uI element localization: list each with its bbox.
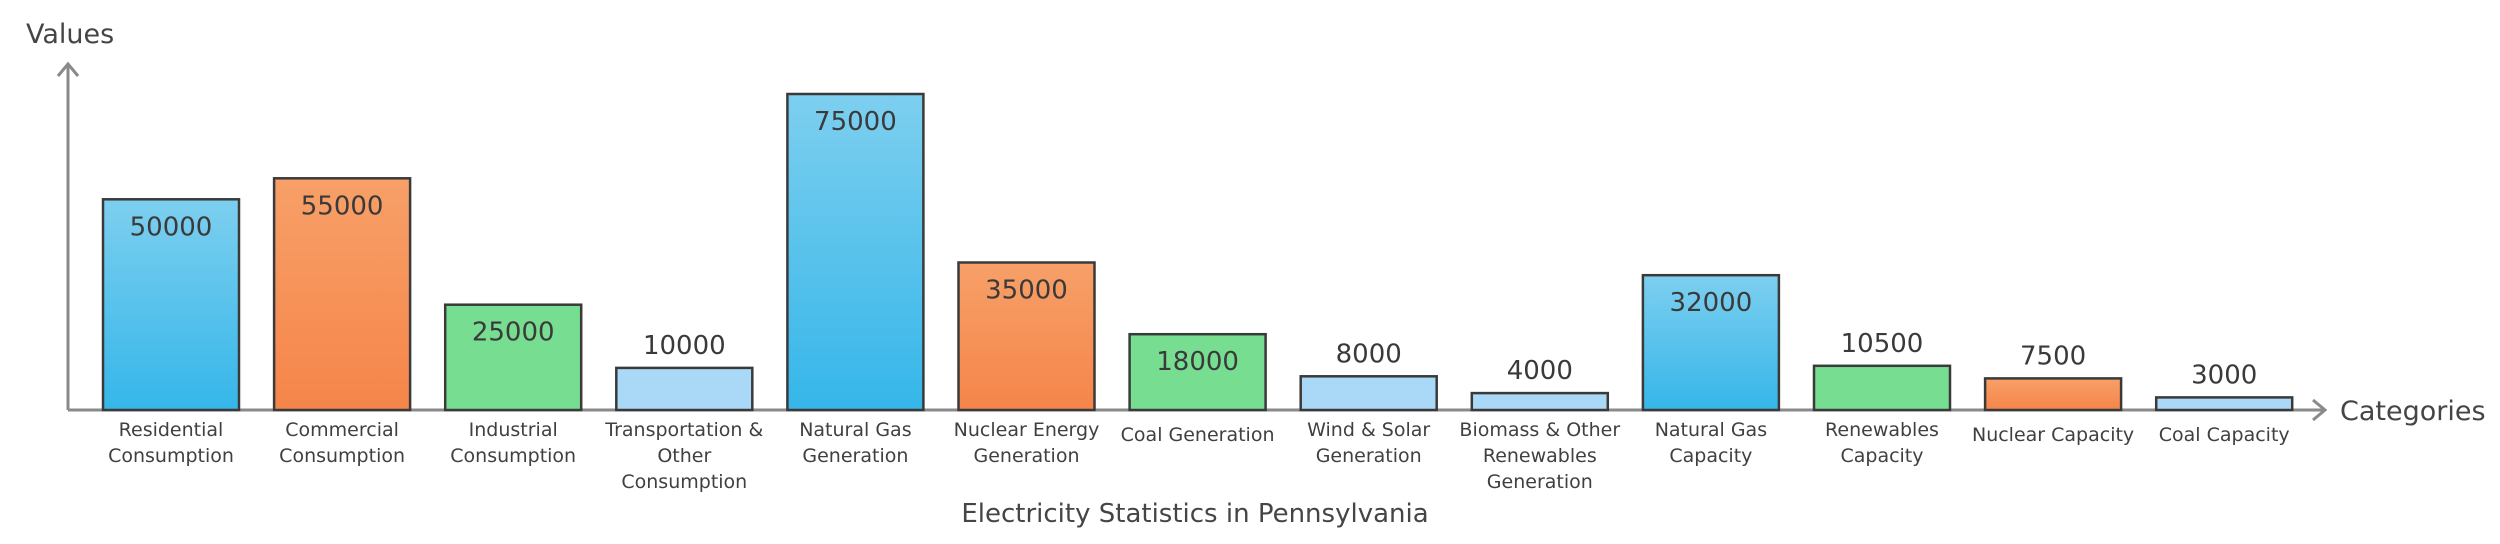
value-labels-group: 50000 55000 25000 10000 75000 35000 18000 8000 4… xyxy=(130,107,2258,390)
category-label-3: Transportation & Other Consumption xyxy=(604,419,763,493)
category-label-8: Biomass & Other Renewables Generation xyxy=(1459,419,1620,493)
value-label-8: 4000 xyxy=(1507,356,1573,386)
value-label-2: 25000 xyxy=(472,318,555,348)
chart-title: Electricity Statistics in Pennsylvania xyxy=(961,499,1428,529)
bar-10 xyxy=(1812,364,1952,412)
x-axis-title: Categories xyxy=(2340,396,2486,427)
category-labels-group: Residential Consumption Commercial Consumpt… xyxy=(108,419,2290,493)
value-label-11: 7500 xyxy=(2020,341,2086,371)
bar-9 xyxy=(1641,273,1781,412)
value-label-3: 10000 xyxy=(643,331,726,361)
category-label-11: Nuclear Capacity xyxy=(1972,424,2134,446)
value-label-10: 10500 xyxy=(1841,329,1924,359)
category-label-9: Natural Gas Capacity xyxy=(1655,419,1767,467)
value-label-9: 32000 xyxy=(1670,288,1753,318)
y-axis-arrowhead xyxy=(56,61,80,77)
category-label-6: Coal Generation xyxy=(1121,424,1275,446)
category-label-7: Wind & Solar Generation xyxy=(1307,419,1430,467)
bar-7 xyxy=(1299,375,1438,412)
category-label-2: Industrial Consumption xyxy=(450,419,576,467)
bar-6 xyxy=(1128,332,1267,412)
category-label-12: Coal Capacity xyxy=(2159,424,2290,446)
x-axis-arrowhead xyxy=(2312,398,2328,422)
value-label-12: 3000 xyxy=(2191,360,2257,390)
bars-group xyxy=(101,92,2294,412)
bar-3 xyxy=(615,366,754,412)
bar-4 xyxy=(786,92,925,412)
bar-2 xyxy=(443,303,583,412)
bar-5 xyxy=(957,261,1096,412)
value-label-4: 75000 xyxy=(814,107,897,137)
value-label-0: 50000 xyxy=(130,212,213,242)
bar-11 xyxy=(1983,377,2123,412)
value-label-1: 55000 xyxy=(301,191,384,221)
value-label-5: 35000 xyxy=(985,276,1068,306)
y-axis-title: Values xyxy=(26,19,114,50)
category-label-1: Commercial Consumption xyxy=(279,419,405,467)
category-label-0: Residential Consumption xyxy=(108,419,234,467)
category-label-10: Renewables Capacity xyxy=(1825,419,1939,467)
bar-12 xyxy=(2154,396,2294,412)
value-label-6: 18000 xyxy=(1156,347,1239,377)
value-label-7: 8000 xyxy=(1336,339,1402,369)
category-label-5: Nuclear Energy Generation xyxy=(954,419,1100,467)
bar-1 xyxy=(272,177,412,412)
bar-0 xyxy=(101,198,241,412)
bar-8 xyxy=(1470,391,1610,412)
category-label-4: Natural Gas Generation xyxy=(799,419,911,467)
